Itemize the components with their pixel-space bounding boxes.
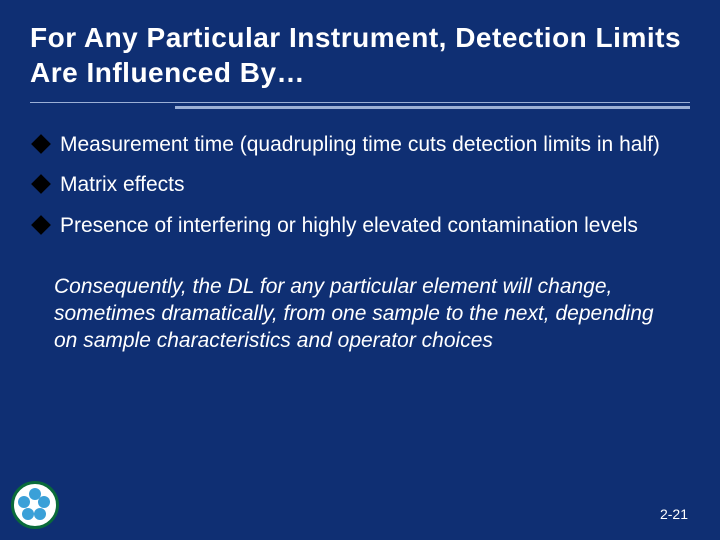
divider-thick bbox=[175, 106, 690, 109]
title-divider bbox=[30, 102, 690, 112]
list-item: Measurement time (quadrupling time cuts … bbox=[34, 132, 682, 158]
epa-logo bbox=[8, 478, 62, 532]
diamond-bullet-icon bbox=[31, 134, 51, 154]
list-item: Matrix effects bbox=[34, 172, 682, 198]
slide-title: For Any Particular Instrument, Detection… bbox=[30, 20, 690, 90]
slide: For Any Particular Instrument, Detection… bbox=[0, 0, 720, 540]
divider-thin bbox=[30, 102, 690, 103]
page-number: 2-21 bbox=[660, 506, 688, 522]
bullet-text: Presence of interfering or highly elevat… bbox=[60, 213, 682, 239]
diamond-bullet-icon bbox=[31, 215, 51, 235]
diamond-bullet-icon bbox=[31, 174, 51, 194]
logo-flower-icon bbox=[20, 490, 50, 520]
list-item: Presence of interfering or highly elevat… bbox=[34, 213, 682, 239]
conclusion-text: Consequently, the DL for any particular … bbox=[30, 273, 690, 355]
bullet-list: Measurement time (quadrupling time cuts … bbox=[30, 132, 690, 239]
bullet-text: Measurement time (quadrupling time cuts … bbox=[60, 132, 682, 158]
bullet-text: Matrix effects bbox=[60, 172, 682, 198]
